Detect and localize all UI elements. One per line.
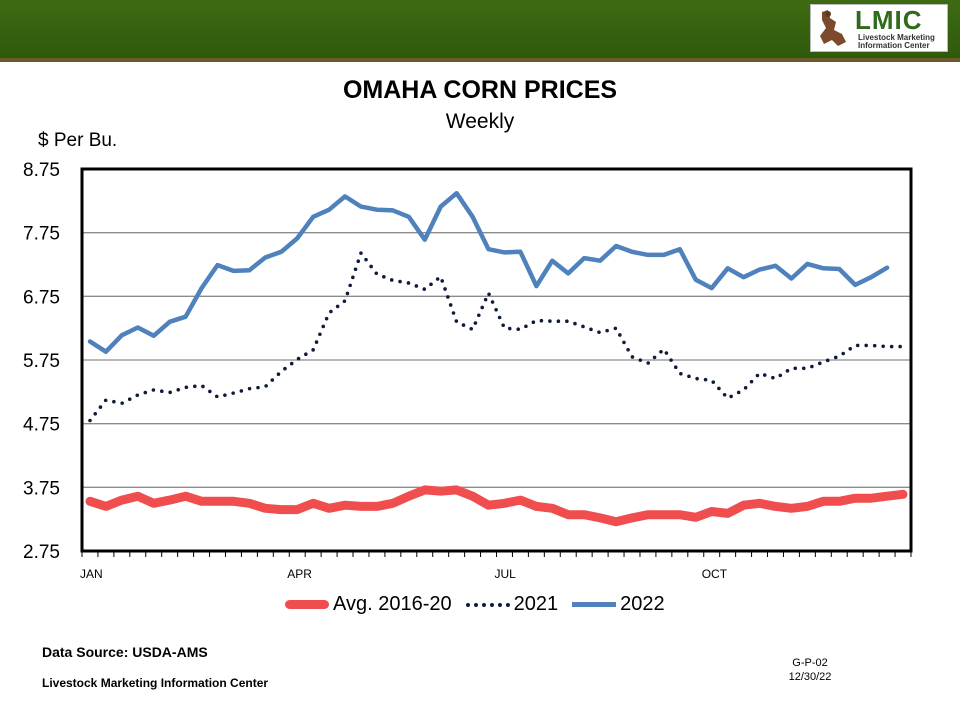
header-banner bbox=[0, 0, 960, 58]
legend-swatch bbox=[465, 602, 510, 607]
x-tick-label: JUL bbox=[494, 567, 516, 581]
logo-subtext: Livestock Marketing Information Center bbox=[858, 33, 935, 50]
series-line-2022 bbox=[87, 190, 890, 354]
logo-text: LMIC bbox=[855, 5, 923, 35]
y-axis-label: $ Per Bu. bbox=[38, 130, 118, 151]
legend-swatch bbox=[572, 602, 617, 607]
y-tick-label: 5.75 bbox=[23, 351, 60, 372]
cowboy-logo-icon bbox=[820, 10, 846, 46]
x-tick-label: JAN bbox=[80, 567, 103, 581]
legend-swatch bbox=[285, 600, 329, 609]
plot-frame bbox=[80, 167, 913, 553]
organization: Livestock Marketing Information Center bbox=[42, 676, 269, 690]
series-line-avg-2016-20 bbox=[85, 485, 908, 527]
chart-subtitle: Weekly bbox=[445, 110, 515, 133]
y-tick-label: 4.75 bbox=[23, 415, 60, 436]
data-source: Data Source: USDA-AMS bbox=[42, 644, 208, 660]
chart-title: OMAHA CORN PRICES bbox=[342, 76, 618, 104]
legend-item-2021: 2021 bbox=[465, 593, 558, 616]
legend-item-2022: 2022 bbox=[572, 593, 665, 616]
chart-code: G-P-02 12/30/22 bbox=[788, 657, 832, 683]
x-tick-label: OCT bbox=[702, 567, 728, 581]
header-divider bbox=[0, 58, 960, 62]
x-tick-label: APR bbox=[287, 567, 312, 581]
lmic-logo: LMIC Livestock Marketing Information Cent… bbox=[810, 4, 948, 52]
legend: Avg. 2016-20 2021 2022 bbox=[285, 593, 679, 616]
legend-item-avg: Avg. 2016-20 bbox=[285, 593, 452, 616]
y-tick-label: 6.75 bbox=[23, 287, 60, 308]
y-tick-label: 8.75 bbox=[23, 160, 60, 181]
chart-date: 12/30/22 bbox=[788, 671, 832, 683]
y-tick-label: 2.75 bbox=[23, 542, 60, 563]
y-tick-label: 3.75 bbox=[23, 478, 60, 499]
series-line-2021 bbox=[88, 251, 905, 423]
y-tick-label: 7.75 bbox=[23, 224, 60, 245]
